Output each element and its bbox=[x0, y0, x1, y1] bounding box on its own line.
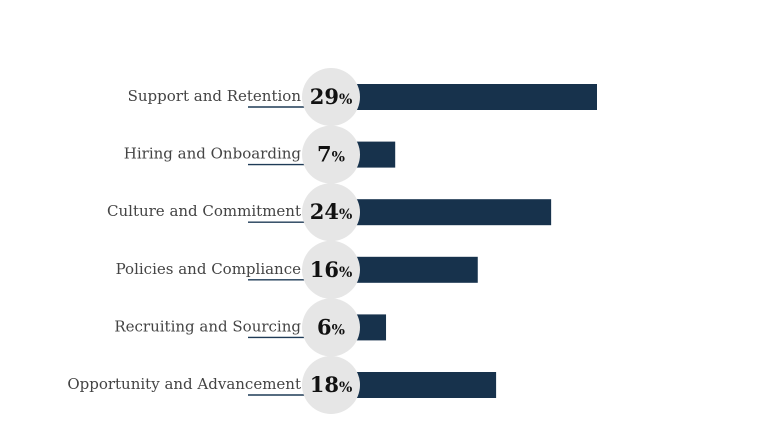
bar bbox=[331, 84, 597, 110]
data-label: 29% bbox=[310, 84, 353, 109]
bar-row: Recruiting and Sourcing 6% bbox=[114, 298, 387, 357]
bar bbox=[331, 199, 552, 226]
category-label: Policies and Compliance bbox=[116, 260, 302, 278]
category-label: Recruiting and Sourcing bbox=[114, 317, 301, 335]
data-label: 16% bbox=[310, 257, 353, 282]
value-circle bbox=[302, 298, 360, 357]
bar-row: Policies and Compliance 16% bbox=[116, 240, 478, 299]
value-circle bbox=[302, 356, 360, 414]
category-label: Opportunity and Advancement bbox=[67, 375, 301, 393]
value-circle bbox=[302, 68, 360, 126]
bar-row: Culture and Commitment 24% bbox=[107, 183, 552, 242]
data-label: 24% bbox=[310, 199, 353, 224]
category-label: Culture and Commitment bbox=[107, 202, 301, 220]
bar-row: Hiring and Onboarding 7% bbox=[124, 125, 396, 184]
bar-row: Opportunity and Advancement 18% bbox=[67, 356, 497, 414]
bar-row: Support and Retention 29% bbox=[128, 68, 597, 126]
data-label: 18% bbox=[310, 372, 353, 397]
category-label: Support and Retention bbox=[128, 87, 302, 105]
data-label: 7% bbox=[317, 142, 345, 167]
value-circle bbox=[302, 125, 360, 184]
data-label: 6% bbox=[317, 314, 345, 339]
value-circle bbox=[302, 183, 360, 242]
category-label: Hiring and Onboarding bbox=[124, 145, 302, 163]
value-circle bbox=[302, 240, 360, 299]
